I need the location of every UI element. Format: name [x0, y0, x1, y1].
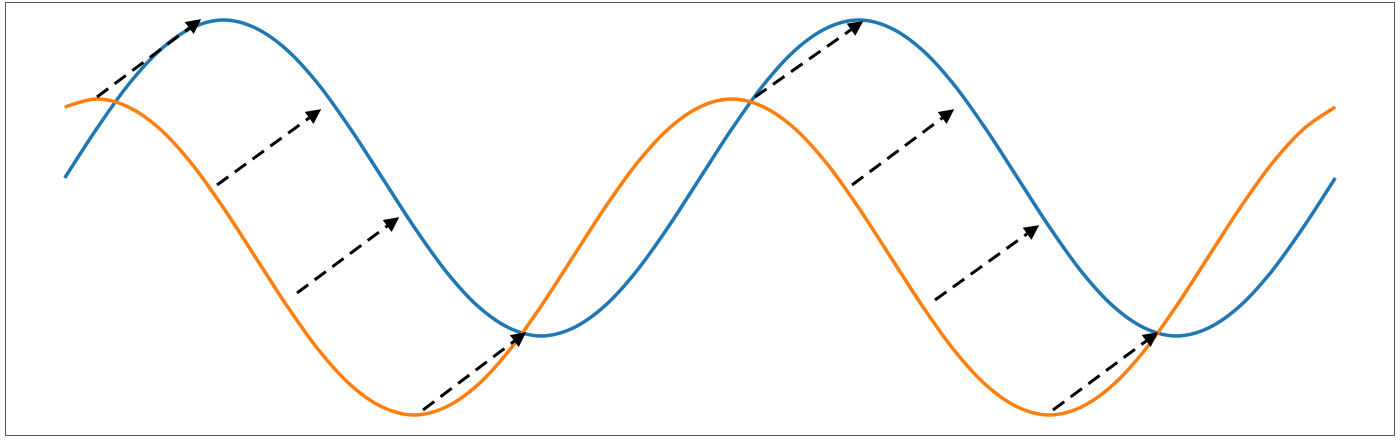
curve — [64, 97, 1337, 417]
curves — [63, 18, 1337, 417]
curve — [63, 18, 1337, 338]
frame — [5, 2, 1395, 436]
